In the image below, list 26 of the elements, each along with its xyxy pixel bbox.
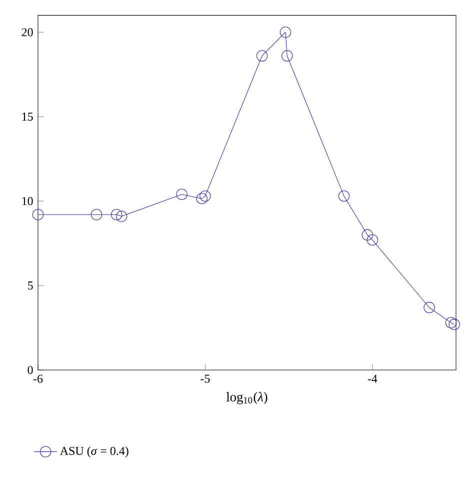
x-tick-label: -6 <box>33 374 43 383</box>
x-tick-label: -4 <box>368 374 378 383</box>
y-tick-label: 10 <box>22 197 33 206</box>
point <box>90 209 102 220</box>
y-tick-label: 20 <box>22 28 33 36</box>
x-tick-label: -5 <box>200 374 210 383</box>
x-axis-title: log$_{10}$(λ) <box>226 392 268 404</box>
point <box>424 302 435 314</box>
point <box>282 50 293 62</box>
point <box>110 209 122 220</box>
legend-label: ASU (σ = 0.4) <box>60 446 128 458</box>
point <box>445 317 457 328</box>
point <box>256 50 268 62</box>
point <box>338 190 350 202</box>
point <box>116 210 128 222</box>
point <box>448 318 460 330</box>
point <box>280 26 292 38</box>
y-tick-label: 5 <box>28 282 33 290</box>
point <box>200 190 211 202</box>
point <box>196 192 208 204</box>
point <box>32 209 44 220</box>
y-tick-label: 15 <box>22 112 33 121</box>
point <box>176 188 188 200</box>
point <box>366 234 378 246</box>
point <box>362 229 373 240</box>
y-tick-label: 0 <box>28 366 33 374</box>
